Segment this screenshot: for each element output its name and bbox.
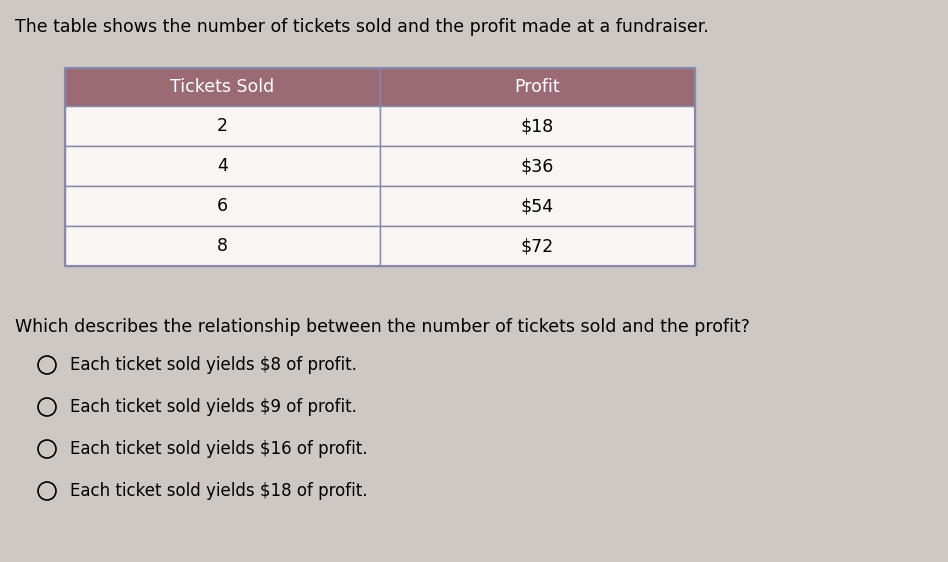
Bar bbox=[380, 68, 695, 106]
Bar bbox=[65, 226, 380, 266]
Text: $18: $18 bbox=[520, 117, 555, 135]
Text: The table shows the number of tickets sold and the profit made at a fundraiser.: The table shows the number of tickets so… bbox=[15, 18, 709, 36]
Text: Each ticket sold yields $8 of profit.: Each ticket sold yields $8 of profit. bbox=[70, 356, 356, 374]
Text: Each ticket sold yields $18 of profit.: Each ticket sold yields $18 of profit. bbox=[70, 482, 368, 500]
Text: $72: $72 bbox=[520, 237, 555, 255]
Text: 4: 4 bbox=[217, 157, 228, 175]
Text: Each ticket sold yields $16 of profit.: Each ticket sold yields $16 of profit. bbox=[70, 440, 368, 458]
Bar bbox=[65, 68, 380, 106]
Text: 2: 2 bbox=[217, 117, 228, 135]
Text: Profit: Profit bbox=[515, 78, 560, 96]
Bar bbox=[65, 186, 380, 226]
Bar bbox=[380, 186, 695, 226]
Bar bbox=[65, 68, 695, 266]
Bar bbox=[380, 226, 695, 266]
Bar bbox=[380, 146, 695, 186]
Text: Tickets Sold: Tickets Sold bbox=[171, 78, 275, 96]
Text: 8: 8 bbox=[217, 237, 228, 255]
Text: Each ticket sold yields $9 of profit.: Each ticket sold yields $9 of profit. bbox=[70, 398, 356, 416]
Text: Which describes the relationship between the number of tickets sold and the prof: Which describes the relationship between… bbox=[15, 318, 750, 336]
Bar bbox=[65, 106, 380, 146]
Bar bbox=[380, 106, 695, 146]
Text: 6: 6 bbox=[217, 197, 228, 215]
Text: $36: $36 bbox=[520, 157, 555, 175]
Bar bbox=[65, 146, 380, 186]
Text: $54: $54 bbox=[521, 197, 554, 215]
